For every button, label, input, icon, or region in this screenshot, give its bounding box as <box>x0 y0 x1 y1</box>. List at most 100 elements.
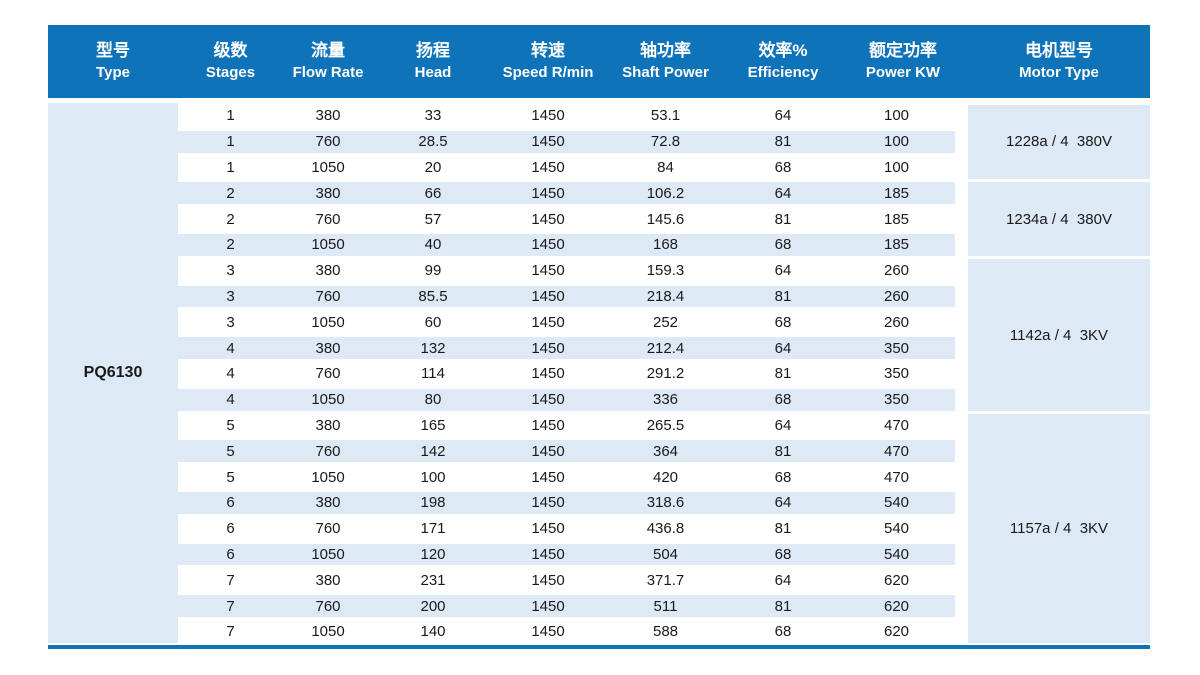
table-cell: 1450 <box>531 107 565 125</box>
table-cell: 1450 <box>531 623 565 641</box>
table-cell: 260 <box>883 287 910 305</box>
column-header-shaft-power: 轴功率 Shaft Power <box>603 25 728 98</box>
table-bottom-rule <box>48 645 1150 649</box>
table-cell: 470 <box>883 468 910 486</box>
table-cell: 2 <box>226 184 235 202</box>
table-cell: 252 <box>652 313 679 331</box>
table-cell: 60 <box>424 313 442 331</box>
table-row: 4 1050 80 1450 336 68 350 <box>178 386 955 413</box>
table-cell: 1450 <box>531 571 565 589</box>
table-cell: 470 <box>883 442 910 460</box>
column-header-efficiency: 效率% Efficiency <box>728 25 838 98</box>
table-cell: 1450 <box>531 313 565 331</box>
table-cell: 5 <box>226 442 235 460</box>
table-cell: 165 <box>420 416 446 434</box>
table-cell: 53.1 <box>650 107 681 125</box>
table-cell: 81 <box>774 442 792 460</box>
table-body: PQ6130 1 380 33 1450 53.1 64 100 1 760 28.5 1450 72… <box>48 103 1150 645</box>
table-row: 1 760 28.5 1450 72.8 81 100 <box>178 128 955 155</box>
table-cell: 20 <box>424 158 442 176</box>
table-cell: 760 <box>315 597 341 615</box>
table-cell: 436.8 <box>646 520 685 538</box>
table-cell: 200 <box>420 597 446 615</box>
table-cell: 1450 <box>531 545 565 563</box>
table-cell: 1050 <box>311 391 345 409</box>
table-cell: 66 <box>424 184 442 202</box>
table-cell: 350 <box>883 391 910 409</box>
table-cell: 291.2 <box>646 365 685 383</box>
table-cell: 620 <box>883 597 910 615</box>
table-cell: 380 <box>315 184 341 202</box>
table-cell: 760 <box>315 442 341 460</box>
table-cell: 33 <box>424 107 442 125</box>
table-cell: 64 <box>774 494 792 512</box>
table-cell: 64 <box>774 416 792 434</box>
table-cell: 4 <box>226 391 235 409</box>
table-cell: 260 <box>883 313 910 331</box>
table-cell: 68 <box>774 313 792 331</box>
table-cell: 68 <box>774 236 792 254</box>
table-cell: 28.5 <box>418 133 448 151</box>
table-cell: 511 <box>653 597 678 615</box>
motor-type-label: 1142a / 4 3KV <box>1009 326 1109 344</box>
table-cell: 68 <box>774 623 792 641</box>
table-cell: 231 <box>420 571 446 589</box>
table-row: 2 380 66 1450 106.2 64 185 <box>178 180 955 207</box>
column-header-en: Motor Type <box>1019 63 1099 81</box>
table-cell: 1450 <box>531 262 565 280</box>
table-row: 4 760 114 1450 291.2 81 350 <box>178 360 955 387</box>
table-cell: 185 <box>883 210 910 228</box>
motor-type-group: 1157a / 4 3KV <box>968 414 1150 644</box>
table-cell: 1450 <box>531 391 565 409</box>
table-cell: 1450 <box>531 520 565 538</box>
table-row: 6 760 171 1450 436.8 81 540 <box>178 515 955 542</box>
table-cell: 380 <box>315 494 341 512</box>
motor-type-group: 1234a / 4 380V <box>968 181 1150 257</box>
column-header-type: 型号 Type <box>48 25 178 98</box>
table-cell: 132 <box>420 339 446 357</box>
table-cell: 64 <box>774 571 792 589</box>
table-cell: 99 <box>424 262 442 280</box>
table-cell: 64 <box>774 184 792 202</box>
table-cell: 5 <box>226 468 235 486</box>
column-header-head: 扬程 Head <box>373 25 493 98</box>
table-row: 7 1050 140 1450 588 68 620 <box>178 618 955 645</box>
table-cell: 7 <box>226 597 235 615</box>
table-cell: 198 <box>420 494 446 512</box>
table-row: 4 380 132 1450 212.4 64 350 <box>178 335 955 361</box>
table-cell: 3 <box>226 287 235 305</box>
table-row: 5 760 142 1450 364 81 470 <box>178 438 955 465</box>
table-cell: 171 <box>420 520 446 538</box>
motor-type-group: 1228a / 4 380V <box>968 104 1150 179</box>
table-row: 3 1050 60 1450 252 68 260 <box>178 309 955 336</box>
table-cell: 218.4 <box>646 287 685 305</box>
column-header-zh: 型号 <box>96 40 130 60</box>
table-cell: 81 <box>774 287 792 305</box>
column-header-en: Head <box>414 63 452 81</box>
table-cell: 145.6 <box>646 210 685 228</box>
table-cell: 1450 <box>531 494 565 512</box>
table-cell: 1450 <box>531 184 565 202</box>
column-header-zh: 轴功率 <box>640 40 691 60</box>
table-cell: 1450 <box>531 287 565 305</box>
motor-type-label: 1157a / 4 3KV <box>1009 520 1109 538</box>
column-header-zh: 级数 <box>213 40 248 60</box>
column-header-zh: 额定功率 <box>869 40 937 60</box>
table-cell: 5 <box>226 416 235 434</box>
column-header-en: Efficiency <box>747 63 819 81</box>
table-cell: 1450 <box>531 133 565 151</box>
table-cell: 212.4 <box>646 339 685 357</box>
table-row: 3 380 99 1450 159.3 64 260 <box>178 257 955 284</box>
table-cell: 1450 <box>531 236 565 254</box>
table-cell: 106.2 <box>646 184 685 202</box>
table-row: 2 760 57 1450 145.6 81 185 <box>178 206 955 232</box>
column-header-zh: 电机型号 <box>1025 40 1093 60</box>
table-row: 5 1050 100 1450 420 68 470 <box>178 464 955 490</box>
type-column-cell: PQ6130 <box>48 103 178 643</box>
table-cell: 380 <box>315 339 341 357</box>
table-cell: 84 <box>657 158 674 176</box>
table-cell: 6 <box>226 545 235 563</box>
table-cell: 1050 <box>311 313 345 331</box>
table-cell: 72.8 <box>650 133 681 151</box>
table-row: 6 380 198 1450 318.6 64 540 <box>178 489 955 516</box>
